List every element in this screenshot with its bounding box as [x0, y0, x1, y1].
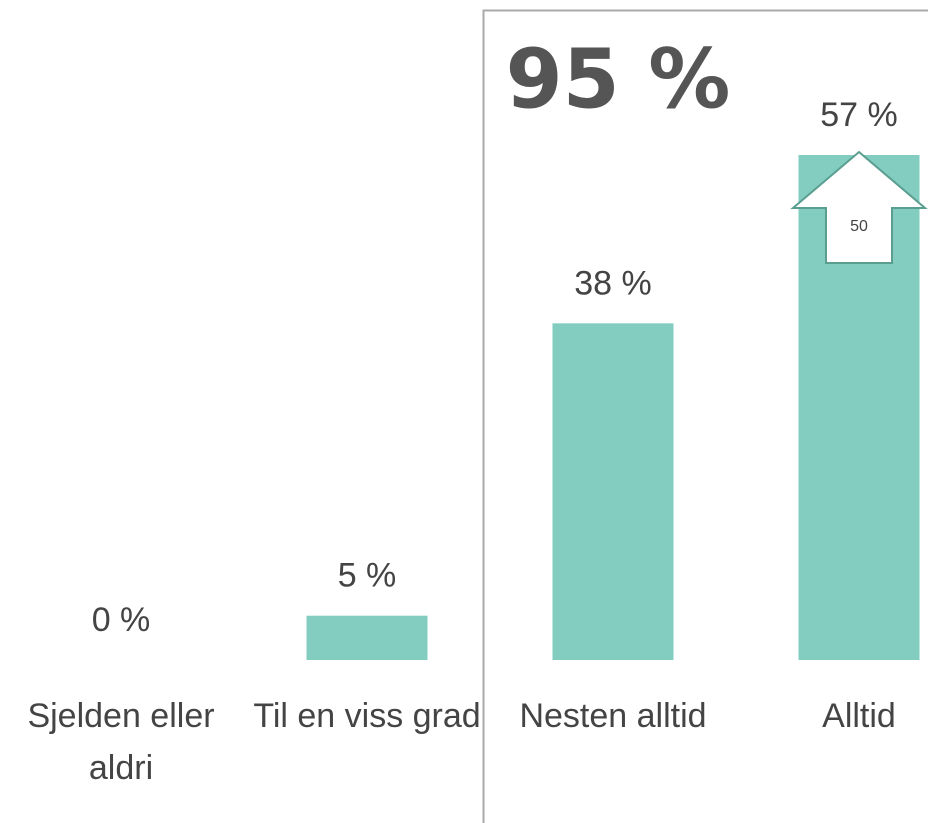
value-label: 38 %: [574, 264, 652, 302]
arrow-annotation: [790, 150, 928, 264]
total-annotation: 95 %: [506, 32, 731, 127]
x-tick-label: Sjelden eller aldri: [27, 697, 215, 787]
bar: [552, 323, 674, 660]
bar: [306, 615, 428, 660]
highlight-box: [482, 9, 928, 823]
arrow-label: 50: [850, 218, 868, 235]
x-tick-label: Til en viss grad: [253, 697, 481, 735]
value-label: 57 %: [820, 96, 898, 134]
value-label: 0 %: [92, 601, 151, 639]
x-tick-label: Nesten alltid: [519, 697, 707, 735]
x-tick-label: Alltid: [822, 697, 896, 735]
value-label: 5 %: [338, 557, 397, 595]
